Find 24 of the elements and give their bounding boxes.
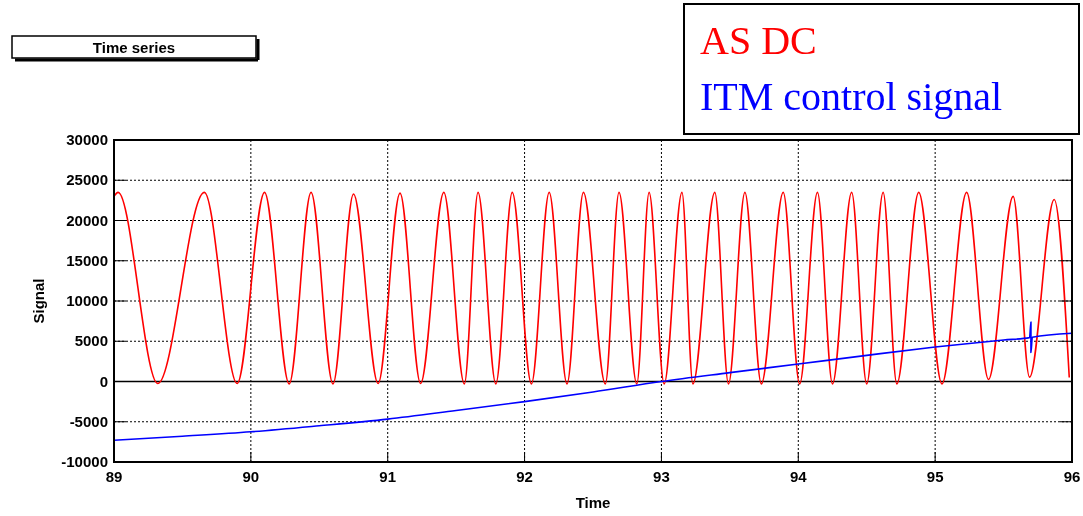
line-series: [113, 321, 1073, 442]
line-series: [113, 191, 1071, 385]
x-tick-label: 93: [653, 468, 670, 485]
x-tick-label: 90: [242, 468, 260, 485]
y-tick-label: 10000: [66, 292, 108, 309]
x-tick-label: 94: [789, 468, 808, 485]
y-axis-title: Signal: [30, 278, 47, 324]
y-tick-label: -5000: [69, 412, 108, 430]
y-tick-label: 20000: [66, 211, 108, 229]
y-tick-label: 0: [99, 372, 108, 390]
y-tick-label: 25000: [66, 171, 108, 189]
chart-title: Time series: [92, 39, 176, 56]
y-tick-label: 15000: [66, 251, 108, 269]
y-tick-label: 5000: [74, 332, 108, 350]
x-tick-label: 89: [105, 468, 123, 485]
y-tick-label: -10000: [61, 453, 108, 470]
x-tick-label: 92: [516, 468, 533, 485]
y-tick-label: 30000: [66, 131, 108, 148]
x-tick-label: 95: [926, 468, 944, 485]
text: ITM control signal: [700, 74, 1003, 119]
x-tick-label: 91: [379, 468, 397, 485]
x-axis-title: Time: [575, 494, 611, 511]
text: AS DC: [700, 18, 817, 63]
x-tick-label: 96: [1063, 468, 1081, 485]
